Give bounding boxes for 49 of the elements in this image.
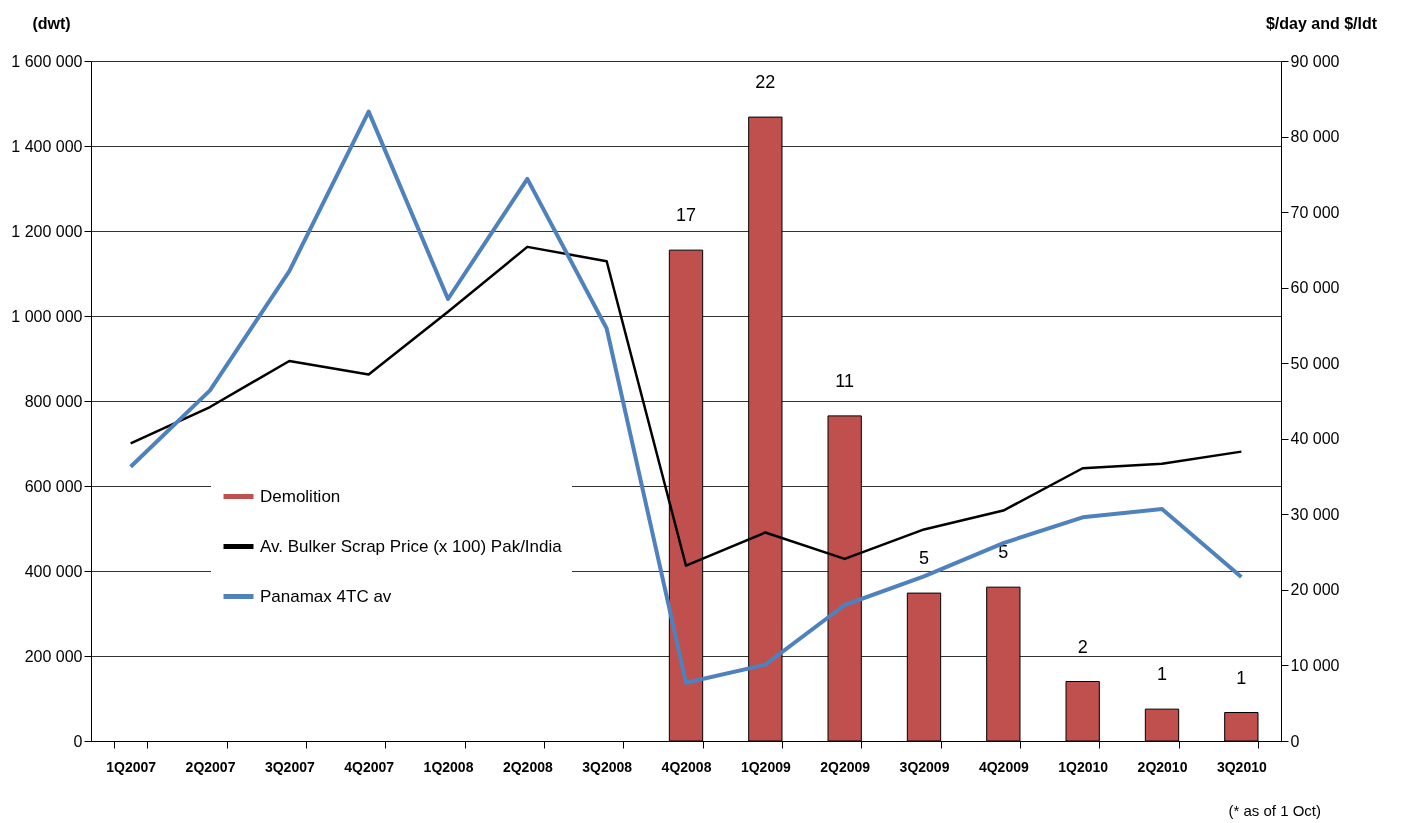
y-tick-label: 400 000 <box>24 562 83 580</box>
y2-tick-label: 70 000 <box>1290 203 1340 221</box>
x-tick-label: 4Q2008 <box>661 758 712 775</box>
x-tick-label: 3Q2008 <box>582 758 633 775</box>
y2-tick-label: 40 000 <box>1290 430 1340 448</box>
x-tick-label: 1Q2009 <box>740 758 791 775</box>
y-tick-label: 0 <box>73 732 83 750</box>
annotation: 22 <box>755 72 776 93</box>
y2-tick-label: 60 000 <box>1290 279 1340 297</box>
legend-label: Demolition <box>260 486 341 506</box>
y2-tick-label: 20 000 <box>1290 581 1340 599</box>
y2-tick-label: 90 000 <box>1290 52 1340 70</box>
y-tick-label: 1 400 000 <box>11 137 83 155</box>
annotation: 11 <box>835 370 855 391</box>
annotation: 5 <box>918 548 930 569</box>
x-tick-label: 1Q2008 <box>423 758 474 775</box>
x-tick-label: 2Q2009 <box>820 758 871 775</box>
y-tick-label: 1 000 000 <box>11 307 83 325</box>
x-tick-label: 3Q2009 <box>899 758 950 775</box>
y-tick-label: 1 600 000 <box>11 52 83 70</box>
x-tick-label: 1Q2007 <box>106 758 157 775</box>
y2-axis-title: $/day and $/ldt <box>1265 14 1378 32</box>
y2-tick-label: 10 000 <box>1290 656 1340 674</box>
x-tick-label: 2Q2007 <box>185 758 236 775</box>
y2-tick-label: 80 000 <box>1290 128 1340 146</box>
x-tick-label: 4Q2009 <box>978 758 1029 775</box>
y2-tick-label: 50 000 <box>1290 354 1340 372</box>
annotation: 5 <box>998 542 1009 563</box>
annotation: 2 <box>1077 636 1088 657</box>
x-tick-label: 3Q2007 <box>264 758 315 775</box>
line-series <box>128 109 1244 685</box>
legend-label: Panamax 4TC av <box>260 586 392 606</box>
annotation: 1 <box>1236 667 1247 688</box>
y-tick-label: 1 200 000 <box>11 222 83 240</box>
x-tick-label: 1Q2010 <box>1058 758 1109 775</box>
x-tick-label: 3Q2010 <box>1216 758 1267 775</box>
x-tick-label: 2Q2010 <box>1137 758 1188 775</box>
annotation: 17 <box>675 205 697 226</box>
legend-label: Av. Bulker Scrap Price (x 100) Pak/India <box>260 536 563 556</box>
y-tick-label: 600 000 <box>24 477 83 495</box>
annotation: 1 <box>1156 664 1168 685</box>
text: (* as of 1 Oct) <box>1228 802 1321 819</box>
y-tick-label: 800 000 <box>24 392 83 410</box>
y-tick-label: 200 000 <box>24 647 83 665</box>
y2-tick-label: 30 000 <box>1290 505 1340 523</box>
x-tick-label: 4Q2007 <box>344 758 395 775</box>
y-axis-title: (dwt) <box>32 14 71 32</box>
x-tick-label: 2Q2008 <box>502 758 553 775</box>
y2-tick-label: 0 <box>1290 732 1300 750</box>
